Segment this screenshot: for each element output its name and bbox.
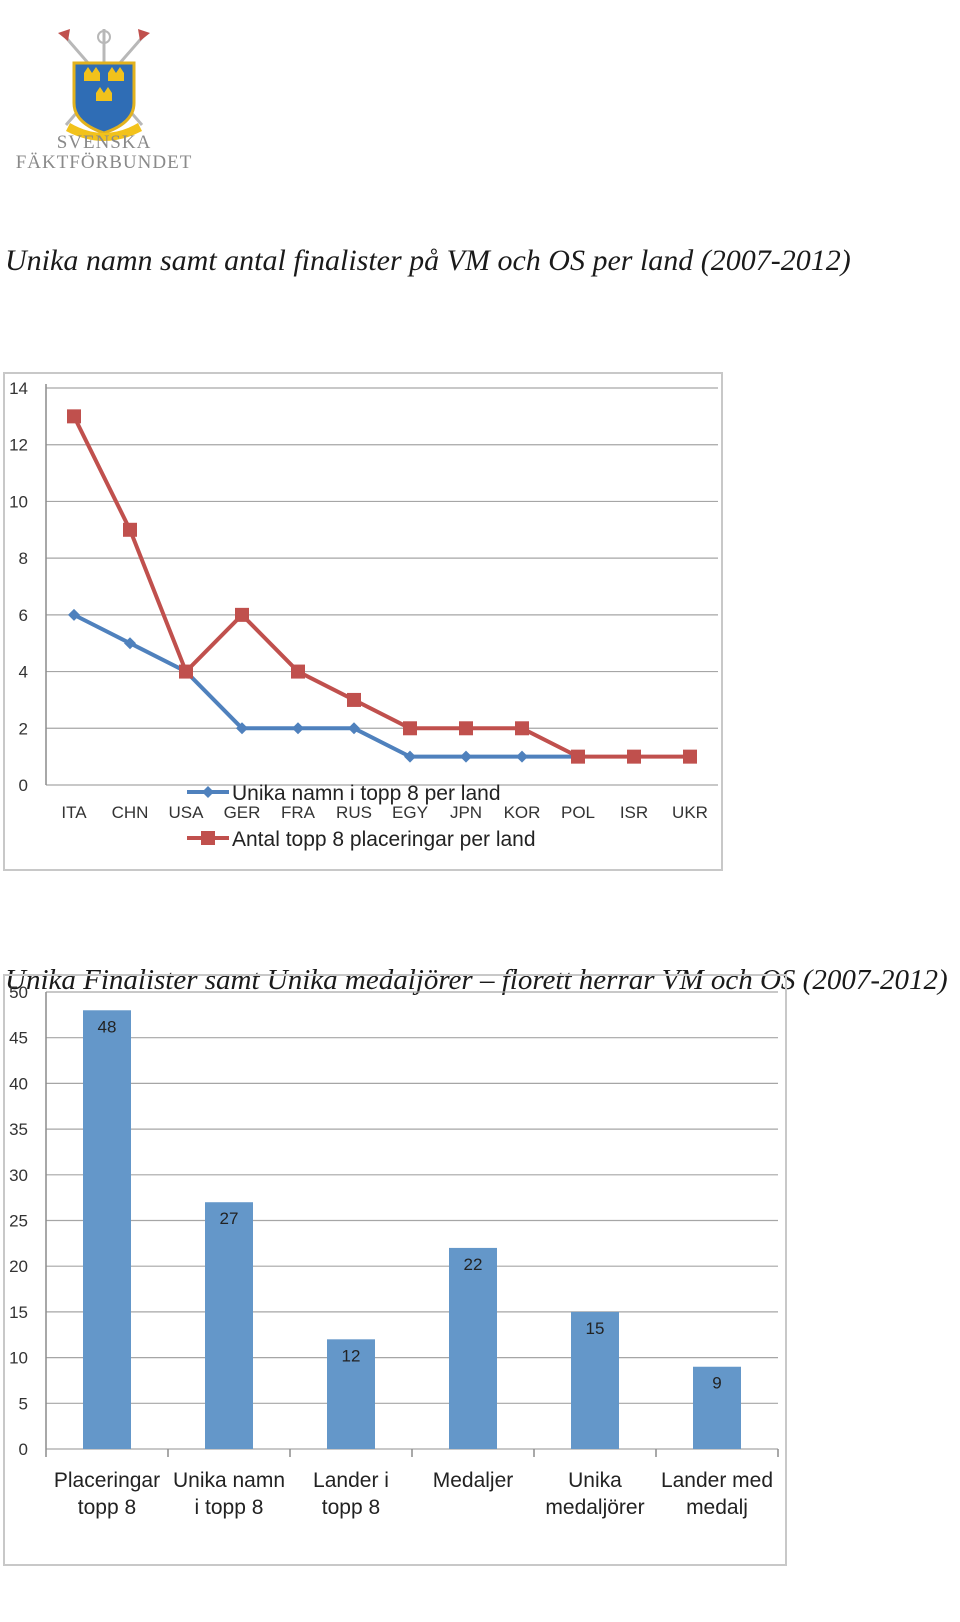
line-series-2-point (291, 664, 305, 679)
bar (449, 1247, 497, 1449)
bar-chart-y-tick-label: 0 (19, 1440, 28, 1459)
bar-data-label: 22 (464, 1255, 483, 1274)
line-chart-y-tick-label: 0 (19, 776, 28, 795)
line-chart-x-tick-label: UKR (672, 803, 708, 822)
bar-data-label: 12 (342, 1346, 361, 1365)
bar-chart-x-tick-label: topp 8 (322, 1496, 380, 1519)
bar-chart-y-tick-label: 25 (9, 1212, 28, 1231)
bar-chart-y-tick-label: 50 (9, 983, 28, 1002)
bar (693, 1366, 741, 1449)
bar-chart-x-tick-label: Unika (568, 1469, 622, 1492)
line-chart-y-tick-label: 4 (19, 663, 28, 682)
line-chart-y-tick-label: 2 (19, 719, 28, 738)
line-chart-y-tick-label: 12 (9, 436, 28, 455)
line-chart-y-tick-label: 14 (9, 379, 28, 398)
logo-text-line1: SVENSKA (56, 132, 152, 153)
line-series-2-point (459, 721, 473, 736)
line-chart-x-tick-label: FRA (281, 803, 316, 822)
bar-chart-x-tick-label: medaljörer (545, 1496, 644, 1519)
line-chart-x-tick-label: KOR (504, 803, 541, 822)
bar-chart-y-tick-label: 35 (9, 1120, 28, 1139)
bar-chart-title: Unika Finalister samt Unika medaljörer –… (5, 964, 948, 996)
line-series-2-point (67, 409, 81, 424)
bar (571, 1311, 619, 1449)
line-series-1 (73, 613, 578, 759)
line-chart-x-tick-label: USA (169, 803, 205, 822)
line-series-2-point (403, 721, 417, 736)
line-series-1-point (516, 750, 528, 763)
bar-chart-x-tick-label: Lander i (313, 1469, 389, 1492)
bar-chart-x-tick-label: Lander med (661, 1469, 773, 1492)
line-chart-title: Unika namn samt antal finalister på VM o… (5, 244, 851, 277)
line-chart-x-tick-label: JPN (450, 803, 482, 822)
bar-chart-x-tick-label: medalj (686, 1496, 748, 1519)
bar-chart-y-tick-label: 20 (9, 1257, 28, 1276)
bar-chart-y-tick-label: 40 (9, 1074, 28, 1093)
legend-label-2: Antal topp 8 placeringar per land (232, 828, 536, 851)
line-chart-x-tick-label: ISR (620, 803, 648, 822)
line-series-1-point (292, 722, 304, 735)
bar (327, 1339, 375, 1449)
bar-chart-y-tick-label: 10 (9, 1349, 28, 1368)
line-chart-x-tick-label: ITA (61, 803, 87, 822)
bar-chart-x-tick-label: Unika namn (173, 1469, 285, 1492)
line-series-2-point (571, 749, 585, 764)
line-chart-y-tick-label: 8 (19, 549, 28, 568)
line-series-2-point (627, 749, 641, 764)
line-chart-y-tick-label: 6 (19, 606, 28, 625)
line-series-1-point (348, 722, 360, 735)
line-series-1-point (68, 608, 80, 621)
bar-chart-x-tick-label: Medaljer (433, 1469, 514, 1492)
bar-data-label: 48 (98, 1017, 117, 1036)
line-chart-x-tick-label: RUS (336, 803, 372, 822)
legend-label-1: Unika namn i topp 8 per land (232, 782, 501, 805)
bar-data-label: 15 (586, 1319, 605, 1338)
line-chart-x-tick-label: GER (224, 803, 261, 822)
legend-marker-2 (201, 831, 215, 845)
bar-chart-y-tick-label: 45 (9, 1029, 28, 1048)
line-series-2-point (123, 522, 137, 537)
line-series-1-point (124, 637, 136, 650)
bar (83, 1010, 131, 1449)
line-series-2-point (515, 721, 529, 736)
line-series-2-point (347, 692, 361, 707)
line-series-2-point (683, 749, 697, 764)
line-series-1-point (460, 750, 472, 763)
bar (205, 1202, 253, 1449)
bar-chart-y-tick-label: 15 (9, 1303, 28, 1322)
fencing-crest-icon (58, 29, 150, 141)
line-chart-y-tick-label: 10 (9, 492, 28, 511)
logo-text-line2: FÄKTFÖRBUNDET (15, 152, 193, 173)
bar-data-label: 27 (220, 1209, 239, 1228)
bar-chart-x-tick-label: i topp 8 (195, 1496, 264, 1519)
bar-chart-y-tick-label: 5 (19, 1394, 28, 1413)
line-chart-x-tick-label: CHN (112, 803, 149, 822)
line-series-2-point (179, 664, 193, 679)
bar-chart-y-tick-label: 30 (9, 1166, 28, 1185)
line-series-2-point (235, 607, 249, 622)
legend-marker-1 (202, 786, 214, 798)
line-series-2 (72, 415, 690, 759)
line-chart-x-tick-label: POL (561, 803, 595, 822)
bar-chart-x-tick-label: topp 8 (78, 1496, 136, 1519)
bar-chart-x-tick-label: Placeringar (54, 1469, 160, 1492)
bar-chart-frame (3, 974, 787, 1566)
line-series-1-point (236, 722, 248, 735)
line-series-1-point (404, 750, 416, 763)
bar-data-label: 9 (712, 1374, 721, 1393)
line-chart-x-tick-label: EGY (392, 803, 428, 822)
line-chart-frame (3, 372, 723, 871)
